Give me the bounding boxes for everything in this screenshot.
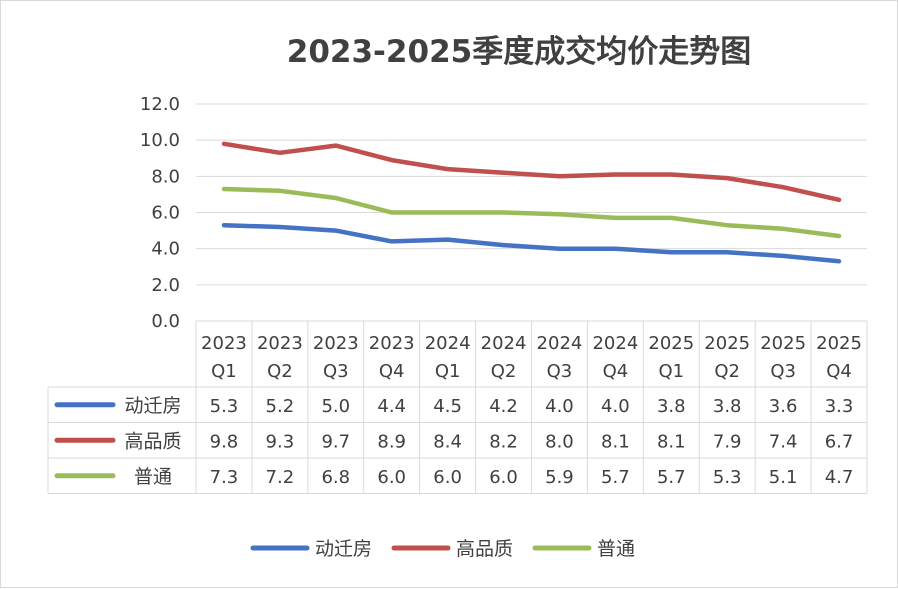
x-tick-label-quarter: Q2 bbox=[491, 361, 517, 382]
y-tick-label: 6.0 bbox=[151, 203, 180, 224]
y-tick-label: 0.0 bbox=[151, 311, 180, 332]
y-tick-label: 10.0 bbox=[140, 130, 180, 151]
table-cell-value: 6.0 bbox=[433, 467, 462, 488]
table-cell-value: 4.0 bbox=[601, 396, 630, 417]
x-tick-label-year: 2025 bbox=[760, 333, 806, 354]
table-cell-value: 3.8 bbox=[657, 396, 686, 417]
table-cell-value: 7.3 bbox=[210, 467, 239, 488]
table-cell-value: 5.7 bbox=[601, 467, 630, 488]
table-cell-value: 4.2 bbox=[489, 396, 518, 417]
table-cell-value: 5.7 bbox=[657, 467, 686, 488]
table-cell-value: 7.4 bbox=[769, 431, 798, 452]
x-tick-label-year: 2023 bbox=[313, 333, 359, 354]
table-cell-value: 5.2 bbox=[266, 396, 295, 417]
x-tick-label-year: 2024 bbox=[537, 333, 583, 354]
table-cell-value: 8.4 bbox=[433, 431, 462, 452]
x-tick-label-quarter: Q2 bbox=[267, 361, 293, 382]
table-cell-value: 4.4 bbox=[377, 396, 406, 417]
table-cell-value: 5.3 bbox=[713, 467, 742, 488]
table-cell-value: 8.0 bbox=[545, 431, 574, 452]
table-cell-value: 3.8 bbox=[713, 396, 742, 417]
x-tick-label-quarter: Q1 bbox=[435, 361, 461, 382]
table-cell-value: 6.7 bbox=[825, 431, 854, 452]
x-tick-label-quarter: Q3 bbox=[323, 361, 349, 382]
legend-label: 高品质 bbox=[456, 538, 513, 560]
table-cell-value: 8.9 bbox=[377, 431, 406, 452]
table-cell-value: 6.0 bbox=[377, 467, 406, 488]
x-tick-label-year: 2025 bbox=[704, 333, 750, 354]
table-cell-value: 9.3 bbox=[266, 431, 295, 452]
table-cell-value: 5.3 bbox=[210, 396, 239, 417]
x-tick-label-quarter: Q4 bbox=[603, 361, 629, 382]
x-tick-label-year: 2023 bbox=[201, 333, 247, 354]
y-tick-label: 4.0 bbox=[151, 239, 180, 260]
table-cell-value: 8.1 bbox=[601, 431, 630, 452]
table-series-label: 普通 bbox=[134, 466, 172, 488]
x-tick-label-year: 2024 bbox=[481, 333, 527, 354]
series-line-3 bbox=[221, 186, 842, 239]
table-cell-value: 3.3 bbox=[825, 396, 854, 417]
table-cell-value: 9.8 bbox=[210, 431, 239, 452]
table-cell-value: 5.9 bbox=[545, 467, 574, 488]
x-tick-label-quarter: Q4 bbox=[379, 361, 405, 382]
table-cell-value: 6.8 bbox=[321, 467, 350, 488]
table-cell-value: 9.7 bbox=[321, 431, 350, 452]
table-cell-value: 8.2 bbox=[489, 431, 518, 452]
chart-title: 2023-2025季度成交均价走势图 bbox=[287, 34, 751, 70]
x-tick-label-year: 2025 bbox=[816, 333, 862, 354]
table-cell-value: 5.1 bbox=[769, 467, 798, 488]
table-series-label: 高品质 bbox=[124, 430, 181, 452]
table-cell-value: 3.6 bbox=[769, 396, 798, 417]
x-tick-label-year: 2023 bbox=[257, 333, 303, 354]
x-tick-label-quarter: Q1 bbox=[658, 361, 684, 382]
x-tick-label-year: 2024 bbox=[592, 333, 638, 354]
table-cell-value: 7.2 bbox=[266, 467, 295, 488]
x-tick-label-quarter: Q1 bbox=[211, 361, 237, 382]
table-cell-value: 4.7 bbox=[825, 467, 854, 488]
table-cell-value: 6.0 bbox=[489, 467, 518, 488]
table-cell-value: 7.9 bbox=[713, 431, 742, 452]
legend-label: 动迁房 bbox=[315, 538, 372, 560]
table-series-label: 动迁房 bbox=[124, 395, 181, 417]
x-tick-label-year: 2023 bbox=[369, 333, 415, 354]
y-tick-label: 2.0 bbox=[151, 275, 180, 296]
x-tick-label-quarter: Q4 bbox=[826, 361, 852, 382]
x-tick-label-quarter: Q3 bbox=[770, 361, 796, 382]
x-tick-label-quarter: Q3 bbox=[547, 361, 573, 382]
table-cell-value: 8.1 bbox=[657, 431, 686, 452]
table-cell-value: 5.0 bbox=[321, 396, 350, 417]
series-line-1 bbox=[221, 222, 842, 264]
y-tick-label: 12.0 bbox=[140, 94, 180, 115]
y-tick-label: 8.0 bbox=[151, 166, 180, 187]
table-cell-value: 4.0 bbox=[545, 396, 574, 417]
series-line-2 bbox=[221, 141, 842, 203]
x-tick-label-year: 2024 bbox=[425, 333, 471, 354]
table-cell-value: 4.5 bbox=[433, 396, 462, 417]
x-tick-label-year: 2025 bbox=[648, 333, 694, 354]
x-tick-label-quarter: Q2 bbox=[714, 361, 740, 382]
legend-label: 普通 bbox=[597, 538, 635, 560]
